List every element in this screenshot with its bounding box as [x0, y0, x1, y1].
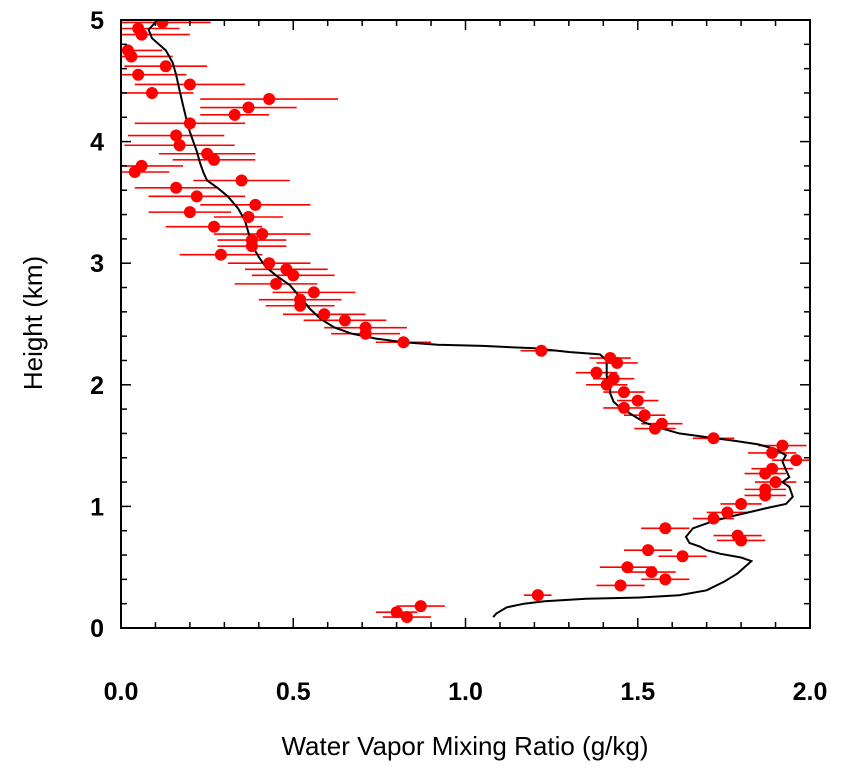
- data-point-42: [397, 336, 410, 349]
- x-tick-label-2: 1.0: [448, 678, 483, 706]
- x-tick-label-1: 0.5: [276, 678, 311, 706]
- data-point-11: [242, 101, 255, 114]
- data-point-55: [707, 432, 720, 445]
- data-point-23: [249, 198, 262, 211]
- data-point-17: [208, 153, 221, 166]
- data-point-39: [338, 314, 351, 327]
- data-point-61: [769, 476, 782, 489]
- data-point-52: [638, 409, 651, 422]
- y-axis-label: Height (km): [18, 256, 48, 390]
- plot-frame: [120, 19, 811, 629]
- data-point-63: [759, 489, 772, 502]
- data-point-51: [617, 401, 630, 414]
- data-point-46: [590, 366, 603, 379]
- data-point-24: [183, 206, 196, 219]
- x-tick-label-3: 1.5: [620, 678, 655, 706]
- data-point-79: [400, 611, 413, 624]
- data-point-26: [208, 220, 221, 233]
- x-tick-label-4: 2.0: [793, 678, 828, 706]
- data-point-56: [776, 439, 789, 452]
- data-point-65: [721, 506, 734, 519]
- data-point-50: [631, 394, 644, 407]
- data-point-64: [735, 497, 748, 510]
- data-point-22: [190, 190, 203, 203]
- data-point-31: [263, 257, 276, 270]
- data-point-29: [245, 240, 258, 253]
- data-point-73: [645, 566, 658, 579]
- data-point-48: [600, 378, 613, 391]
- data-point-27: [256, 228, 269, 241]
- data-point-75: [614, 579, 627, 592]
- data-point-70: [642, 544, 655, 557]
- data-point-8: [183, 78, 196, 91]
- data-point-10: [263, 93, 276, 106]
- data-point-30: [214, 248, 227, 261]
- data-point-21: [170, 181, 183, 194]
- axis-ticks: [120, 19, 811, 629]
- y-tick-label-4: 4: [90, 129, 104, 157]
- data-point-20: [235, 174, 248, 187]
- y-tick-label-2: 2: [90, 372, 104, 400]
- data-point-49: [617, 386, 630, 399]
- data-point-41: [359, 327, 372, 340]
- data-point-43: [535, 344, 548, 357]
- data-point-67: [659, 522, 672, 535]
- x-tick-label-0: 0.0: [104, 678, 139, 706]
- data-point-66: [707, 512, 720, 525]
- data-point-77: [414, 600, 427, 613]
- model-profile-line: [147, 20, 794, 618]
- data-point-19: [128, 166, 141, 178]
- data-point-38: [318, 308, 331, 321]
- data-point-1: [156, 20, 169, 29]
- y-tick-label-0: 0: [90, 615, 104, 643]
- data-point-14: [170, 129, 183, 142]
- data-point-78: [390, 606, 403, 619]
- data-point-72: [621, 561, 634, 574]
- data-point-33: [287, 269, 300, 282]
- data-point-7: [132, 68, 145, 81]
- data-point-54: [648, 422, 661, 435]
- data-point-34: [270, 277, 283, 290]
- y-tick-label-5: 5: [90, 7, 104, 35]
- data-point-71: [676, 550, 689, 563]
- tick-labels: 0.0 0.5 1.0 1.5 2.0 0 1 2 3 4 5: [90, 7, 827, 706]
- data-point-74: [659, 573, 672, 586]
- data-point-37: [294, 299, 307, 312]
- data-point-76: [531, 589, 544, 602]
- data-point-15: [173, 139, 186, 152]
- data-point-3: [135, 28, 148, 41]
- data-point-9: [146, 86, 159, 99]
- data-point-25: [242, 210, 255, 223]
- plot-marks: [121, 8, 810, 624]
- x-axis-label: Water Vapor Mixing Ratio (g/kg): [281, 731, 648, 761]
- data-point-69: [735, 534, 748, 547]
- data-point-13: [183, 117, 196, 130]
- data-point-0: [174, 8, 186, 20]
- data-point-35: [307, 286, 320, 299]
- data-point-60: [759, 467, 772, 480]
- data-point-5: [125, 50, 138, 63]
- data-point-57: [766, 446, 779, 459]
- data-point-45: [611, 356, 624, 369]
- data-point-6: [159, 60, 172, 73]
- y-tick-label-1: 1: [90, 493, 104, 521]
- data-point-12: [228, 108, 241, 121]
- data-point-58: [790, 454, 803, 467]
- y-tick-label-3: 3: [90, 250, 104, 278]
